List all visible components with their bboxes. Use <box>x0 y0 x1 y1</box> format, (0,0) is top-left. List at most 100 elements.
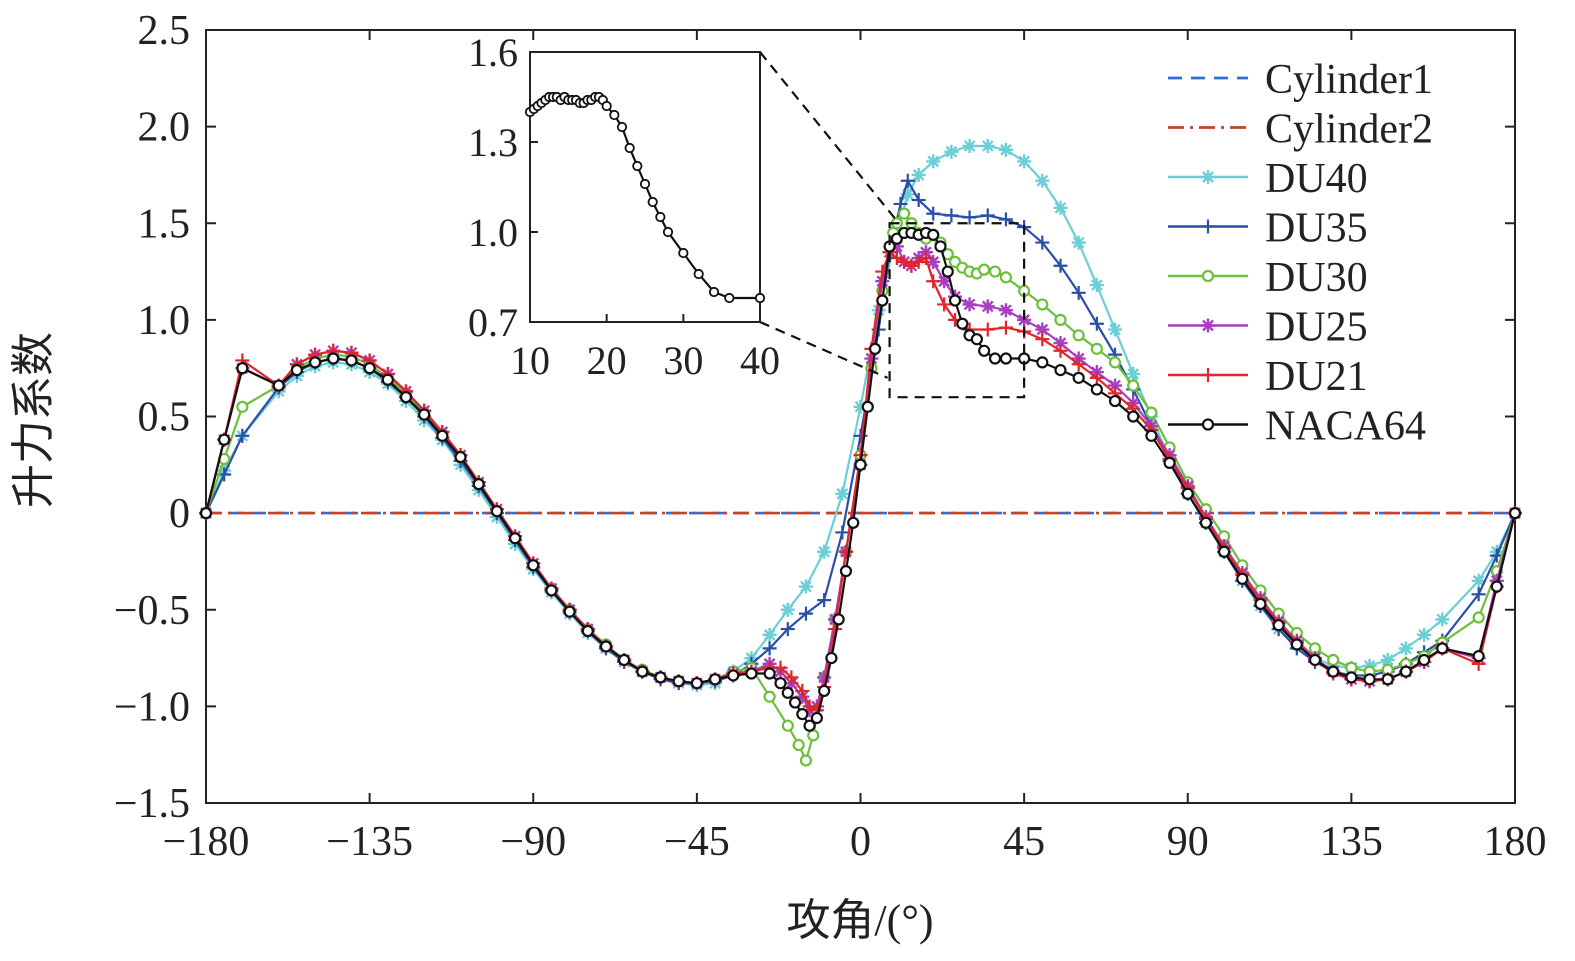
data-point <box>1089 278 1104 293</box>
data-point <box>1345 671 1358 684</box>
data-point <box>937 274 952 289</box>
legend-label: Cylinder2 <box>1265 107 1433 153</box>
data-point <box>980 208 995 223</box>
data-point <box>868 342 882 355</box>
x-tick-label: 180 <box>1484 819 1547 865</box>
data-point <box>1036 298 1049 311</box>
data-point <box>1417 653 1431 667</box>
legend-item-cylinder2: Cylinder2 <box>1168 107 1433 153</box>
data-point <box>861 400 874 413</box>
inset-data-point <box>639 178 651 190</box>
inset-y-tick-label: 1.0 <box>468 210 518 255</box>
data-point <box>817 544 832 559</box>
data-point <box>1054 364 1067 377</box>
inset-x-tick-label: 10 <box>510 338 550 383</box>
data-point <box>1017 312 1032 327</box>
data-point <box>911 193 926 208</box>
data-point <box>1090 342 1103 355</box>
inset-data-point <box>624 142 635 154</box>
zoom-indicator <box>759 51 1026 399</box>
inset-data-point <box>647 196 658 208</box>
data-point <box>727 669 740 682</box>
data-point <box>1380 652 1395 667</box>
data-point <box>1126 366 1141 381</box>
data-point <box>763 667 776 680</box>
data-point <box>784 670 799 685</box>
y-tick-label: −1.0 <box>114 684 190 730</box>
data-point <box>944 208 959 223</box>
data-point <box>762 641 777 656</box>
data-point <box>1398 641 1413 656</box>
data-point <box>708 673 722 686</box>
data-point <box>1399 665 1413 678</box>
y-tick-label: 1.5 <box>138 201 191 247</box>
data-point <box>796 708 809 721</box>
data-point <box>876 294 889 307</box>
data-point <box>927 228 940 241</box>
legend-marker <box>1201 418 1215 431</box>
data-point <box>1308 653 1322 667</box>
data-point <box>545 584 558 597</box>
data-point <box>672 675 685 688</box>
data-point <box>1089 316 1104 331</box>
inset-y-tick-label: 1.6 <box>468 30 518 75</box>
inset-x-tick-label: 20 <box>587 338 627 383</box>
data-point <box>1036 356 1049 369</box>
data-point <box>399 391 413 404</box>
data-point <box>847 516 860 529</box>
data-point <box>893 196 908 211</box>
legend-item-du25: DU25 <box>1168 305 1368 351</box>
data-point <box>1472 650 1485 663</box>
data-point <box>911 167 926 182</box>
data-point <box>527 559 540 572</box>
zoom-connector-bottom <box>759 320 889 379</box>
data-point <box>1290 638 1303 651</box>
data-point <box>218 433 231 446</box>
inset-x-tick-label: 30 <box>663 338 703 383</box>
legend-marker <box>1201 269 1215 283</box>
x-tick-label: 90 <box>1167 819 1209 865</box>
data-point <box>810 711 823 725</box>
y-tick-label: 2.5 <box>138 8 191 54</box>
data-point <box>1035 173 1050 188</box>
data-point <box>802 699 817 714</box>
legend-marker <box>1201 219 1215 234</box>
data-point <box>998 212 1013 227</box>
data-point <box>832 613 845 626</box>
data-point <box>1163 456 1176 469</box>
data-point <box>1071 357 1086 372</box>
legend-item-du35: DU35 <box>1168 206 1368 252</box>
inset-data-point <box>754 292 766 304</box>
data-point <box>1327 653 1340 667</box>
legend-item-du21: DU21 <box>1168 354 1368 400</box>
data-point <box>345 354 358 367</box>
inset-data-point <box>609 109 620 121</box>
inset-data-point <box>616 121 628 133</box>
data-point <box>1053 343 1068 358</box>
data-point <box>835 486 850 501</box>
data-point <box>1145 429 1158 442</box>
data-point <box>563 605 576 618</box>
data-point <box>803 719 816 732</box>
series-naca64 <box>199 226 1522 732</box>
y-tick-label: 0.5 <box>138 395 191 441</box>
data-point <box>918 251 933 266</box>
data-point <box>980 138 995 153</box>
y-tick-label: 0 <box>169 491 190 537</box>
legend-label: DU30 <box>1265 255 1368 301</box>
zoom-box <box>888 222 1026 399</box>
data-point <box>970 333 983 346</box>
data-point <box>795 683 810 698</box>
legend-label: DU40 <box>1265 156 1368 202</box>
inset-data-point <box>693 268 704 280</box>
data-point <box>998 142 1013 157</box>
data-point <box>1053 336 1068 351</box>
data-point <box>636 665 649 678</box>
data-point <box>926 254 941 269</box>
data-point <box>780 622 795 637</box>
data-point <box>1417 627 1432 642</box>
data-point <box>1254 597 1267 611</box>
data-point <box>978 263 991 276</box>
data-point <box>999 352 1013 365</box>
